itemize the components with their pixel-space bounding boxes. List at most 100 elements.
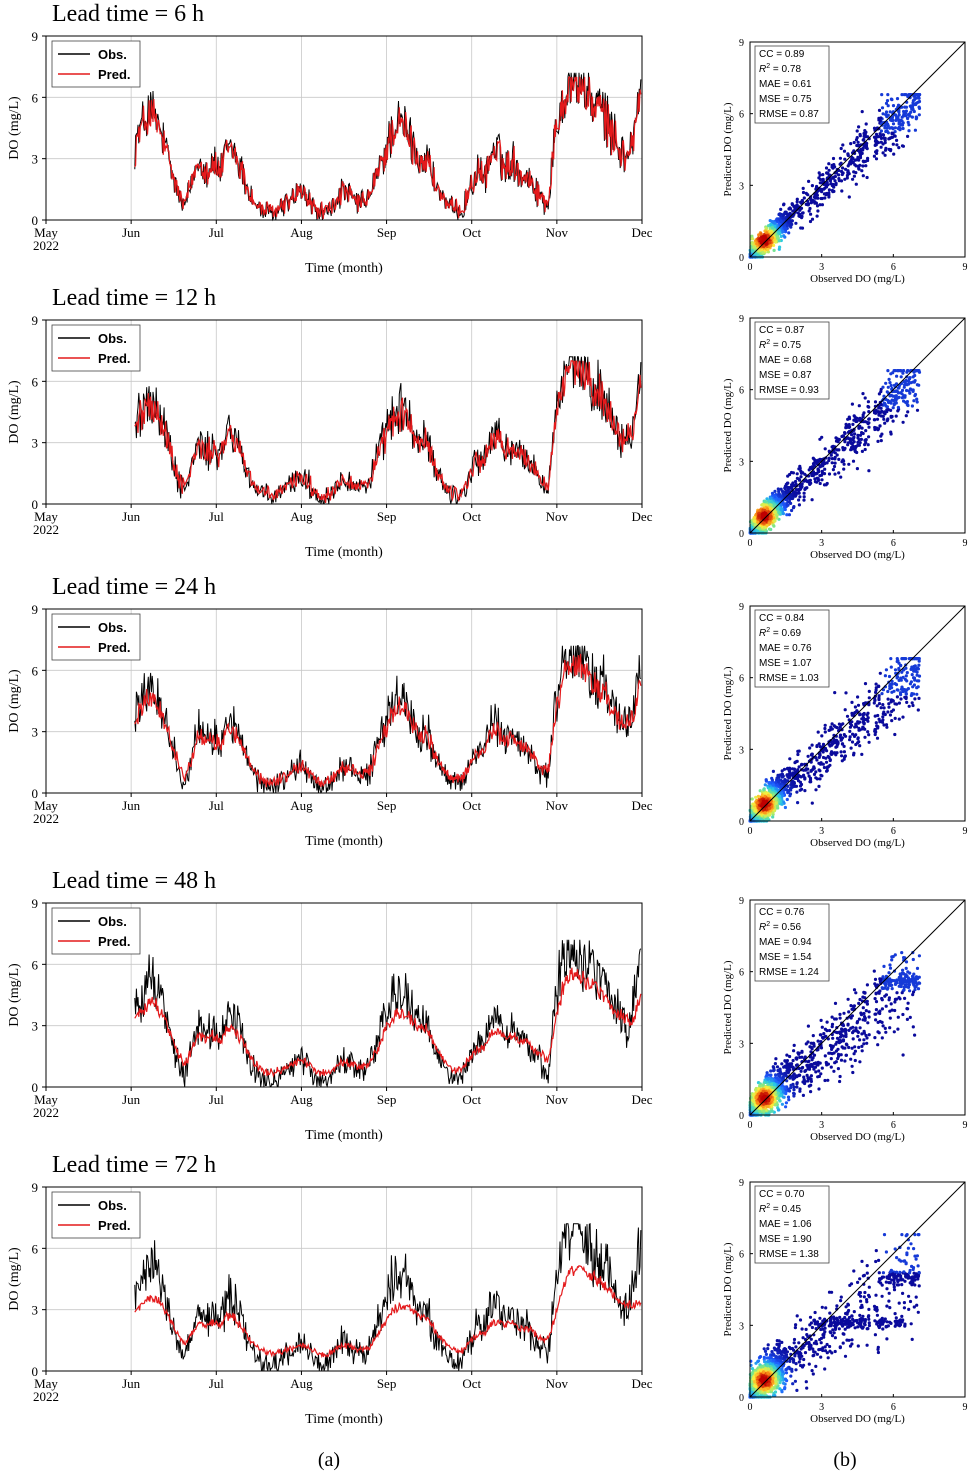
scatter-point <box>795 472 799 476</box>
scatter-point <box>895 138 899 142</box>
scatter-point <box>905 383 909 387</box>
x-axis-label: Observed DO (mg/L) <box>810 837 905 849</box>
scatter-point <box>853 705 858 709</box>
scatter-point <box>774 801 778 806</box>
legend-observed-label: Obs. <box>98 47 127 62</box>
scatter-point <box>807 468 811 472</box>
scatter-point <box>893 732 897 737</box>
scatter-point <box>766 248 770 252</box>
scatter-point <box>915 93 919 97</box>
scatter-point <box>794 760 798 764</box>
y-tick-label: 9 <box>739 602 744 613</box>
x-tick-label: Aug <box>290 509 313 524</box>
scatter-point <box>836 741 840 745</box>
x-tick-label: Aug <box>290 1092 313 1107</box>
scatter-point <box>917 369 921 373</box>
scatter-point <box>833 472 837 476</box>
scatter-point <box>879 116 883 120</box>
scatter-point <box>890 98 894 102</box>
y-tick-label: 3 <box>739 745 744 756</box>
scatter-point <box>903 394 907 398</box>
scatter-point <box>851 422 855 426</box>
scatter-point <box>895 675 900 679</box>
scatter-point <box>855 143 859 148</box>
scatter-point <box>842 733 846 737</box>
scatter-point <box>838 162 842 166</box>
scatter-point <box>827 188 832 192</box>
scatter-point <box>762 788 766 792</box>
scatter-point <box>867 469 871 473</box>
plot-frame <box>45 1186 643 1372</box>
scatter-point <box>833 691 837 695</box>
scatter-point <box>763 814 768 818</box>
scatter-point <box>867 733 871 737</box>
scatter-point <box>909 110 913 114</box>
scatter-point <box>780 1062 784 1066</box>
scatter-point <box>913 128 918 132</box>
scatter-point <box>906 369 910 373</box>
scatter-point <box>795 200 799 204</box>
scatter-point <box>881 151 885 155</box>
scatter-point <box>850 740 855 744</box>
scatter-point <box>812 772 817 777</box>
scatter-point <box>770 491 775 495</box>
scatter-point <box>891 406 895 410</box>
scatter-point <box>810 217 815 221</box>
x-tick-label: Aug <box>290 225 313 240</box>
y-tick-label: 3 <box>32 152 39 167</box>
scatter-point <box>886 104 890 108</box>
scatter-point <box>917 93 922 97</box>
scatter-point <box>913 697 917 701</box>
scatter-point <box>888 118 893 122</box>
scatter-point <box>884 723 889 727</box>
scatter-point <box>861 148 865 152</box>
scatter-point <box>858 744 862 748</box>
scatter-points <box>748 369 922 535</box>
scatter-point <box>784 780 788 784</box>
scatter-point <box>853 163 857 167</box>
scatter-point <box>886 93 890 97</box>
scatter-point <box>916 708 920 712</box>
scatter-point <box>842 448 846 452</box>
scatter-point <box>839 738 843 742</box>
scatter-point <box>874 690 878 695</box>
scatter-point <box>771 811 775 815</box>
scatter-point <box>895 374 899 378</box>
scatter-point <box>752 516 756 520</box>
x-tick-label: 3 <box>819 826 824 837</box>
scatter-point <box>766 813 771 817</box>
scatter-point <box>886 689 890 694</box>
scatter-point <box>791 484 795 488</box>
scatter-point <box>806 771 810 775</box>
scatter-point <box>915 686 919 690</box>
scatter-point <box>852 174 857 178</box>
scatter-point <box>779 207 783 211</box>
r2-value: = 0.75 <box>770 340 801 351</box>
scatter-point <box>852 751 856 755</box>
x-tick-label: May <box>34 1376 58 1391</box>
scatter-point <box>857 125 861 129</box>
x-tick-label: Sep <box>377 1376 397 1391</box>
scatter-point <box>829 453 833 457</box>
plot-frame <box>45 608 643 794</box>
scatter-point <box>780 775 785 779</box>
scatter-point <box>911 380 916 384</box>
scatter-point <box>880 1036 884 1040</box>
y-tick-label: 6 <box>739 674 744 685</box>
scatter-point <box>882 136 886 140</box>
scatter-point <box>890 719 894 723</box>
legend-observed-label: Obs. <box>98 1198 127 1213</box>
scatter-point <box>849 159 853 163</box>
scatter-point <box>806 1024 811 1028</box>
y-tick-label: 6 <box>32 374 39 389</box>
scatter-point <box>863 396 867 400</box>
predicted-series-line <box>134 360 642 504</box>
y-tick-label: 6 <box>32 1241 39 1256</box>
scatter-point <box>904 378 908 383</box>
scatter-point <box>849 746 853 750</box>
scatter-point <box>908 376 912 380</box>
scatter-point <box>866 400 871 404</box>
scatter-point <box>814 459 818 463</box>
